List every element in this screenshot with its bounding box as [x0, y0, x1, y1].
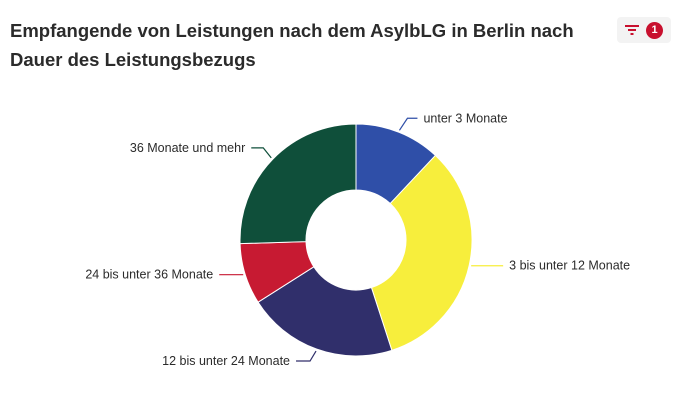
leader-line-unter-3-monate: [398, 117, 418, 131]
filter-icon: [625, 25, 639, 35]
slice-12-bis-unter-24-monate[interactable]: [257, 266, 393, 357]
slice-label-unter-3-monate: unter 3 Monate: [423, 111, 507, 125]
slice-label-3-bis-unter-12-monate: 3 bis unter 12 Monate: [509, 259, 630, 273]
filter-button[interactable]: 1: [617, 17, 671, 43]
slice-label-24-bis-unter-36-monate: 24 bis unter 36 Monate: [85, 268, 213, 282]
slice-label-36-monate-und-mehr: 36 Monate und mehr: [130, 141, 245, 155]
chart-title: Empfangende von Leistungen nach dem Asyl…: [10, 20, 574, 70]
leader-line-12-bis-unter-24-monate: [296, 350, 317, 362]
slice-36-monate-und-mehr[interactable]: [239, 123, 357, 245]
slice-label-12-bis-unter-24-monate: 12 bis unter 24 Monate: [162, 354, 290, 368]
filter-count-badge: 1: [646, 21, 663, 39]
slice-3-bis-unter-12-monate[interactable]: [370, 154, 473, 351]
leader-line-36-monate-und-mehr: [251, 147, 272, 159]
